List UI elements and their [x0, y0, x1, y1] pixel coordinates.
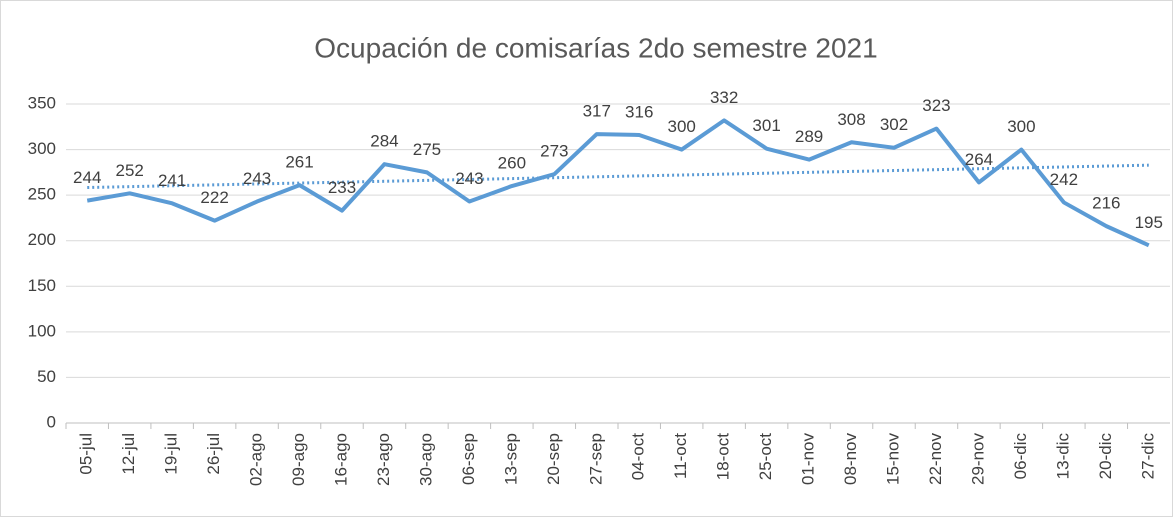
x-tick-label: 06-sep — [459, 433, 478, 485]
x-tick-label: 13-sep — [501, 433, 520, 485]
x-tick-label: 04-oct — [629, 433, 648, 481]
x-tick-label: 30-ago — [416, 433, 435, 486]
data-label: 301 — [752, 116, 780, 135]
data-label: 222 — [200, 188, 228, 207]
data-label: 273 — [540, 142, 568, 161]
x-tick-label: 27-dic — [1138, 433, 1157, 480]
data-label: 308 — [837, 110, 865, 129]
x-tick-label: 01-nov — [799, 433, 818, 485]
data-label: 260 — [498, 154, 526, 173]
data-label: 264 — [965, 150, 993, 169]
y-tick-label: 150 — [28, 276, 56, 295]
data-label: 252 — [116, 161, 144, 180]
x-tick-label: 11-oct — [671, 433, 690, 479]
data-label: 289 — [795, 127, 823, 146]
y-tick-label: 50 — [37, 367, 56, 386]
trendline — [87, 163, 1149, 190]
data-label: 195 — [1135, 213, 1163, 232]
data-label: 284 — [370, 132, 398, 151]
x-tick-label: 12-jul — [119, 433, 138, 475]
data-line — [86, 118, 1150, 248]
x-tick-label: 23-ago — [374, 433, 393, 486]
x-tick-label: 26-jul — [204, 433, 223, 475]
data-label: 242 — [1050, 170, 1078, 189]
x-tick-label: 06-dic — [1011, 433, 1030, 480]
x-tick-label: 22-nov — [926, 433, 945, 485]
y-tick-label: 350 — [28, 93, 56, 112]
x-tick-label: 25-oct — [756, 433, 775, 481]
x-tick-label: 13-dic — [1053, 433, 1072, 480]
x-tick-label: 27-sep — [586, 433, 605, 485]
data-label: 300 — [1007, 117, 1035, 136]
x-tick-label: 20-dic — [1096, 433, 1115, 480]
x-tick-label: 15-nov — [883, 433, 902, 485]
data-label: 241 — [158, 171, 186, 190]
data-label: 233 — [328, 178, 356, 197]
data-label: 216 — [1092, 194, 1120, 213]
y-tick-label: 250 — [28, 185, 56, 204]
data-label: 316 — [625, 102, 653, 121]
x-tick-label: 08-nov — [841, 433, 860, 485]
chart-title: Ocupación de comisarías 2do semestre 202… — [314, 32, 877, 63]
x-tick-label: 16-ago — [331, 433, 350, 486]
data-label: 243 — [243, 169, 271, 188]
x-tick-label: 05-jul — [77, 433, 96, 475]
x-tick-label: 29-nov — [968, 433, 987, 485]
data-label: 323 — [922, 96, 950, 115]
x-tick-label: 18-oct — [714, 433, 733, 481]
data-label: 244 — [73, 168, 101, 187]
x-tick-label: 19-jul — [162, 433, 181, 475]
data-label: 302 — [880, 115, 908, 134]
data-label: 332 — [710, 88, 738, 107]
data-label: 261 — [285, 153, 313, 172]
y-tick-label: 300 — [28, 139, 56, 158]
y-tick-label: 100 — [28, 321, 56, 340]
data-label: 243 — [455, 169, 483, 188]
x-tick-label: 09-ago — [289, 433, 308, 486]
x-tick-label: 02-ago — [247, 433, 266, 486]
data-label: 300 — [668, 117, 696, 136]
y-tick-label: 0 — [47, 412, 56, 431]
data-label: 275 — [413, 140, 441, 159]
x-tick-label: 20-sep — [544, 433, 563, 485]
y-tick-label: 200 — [28, 230, 56, 249]
data-label: 317 — [583, 102, 611, 121]
